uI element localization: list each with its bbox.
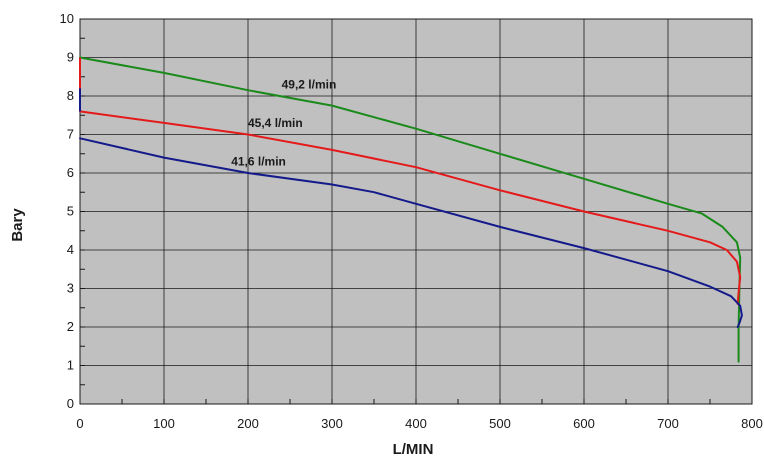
y-tick-label: 8 xyxy=(67,88,74,103)
series-line xyxy=(79,110,742,305)
y-axis-title: Bary xyxy=(9,208,26,242)
y-tick-label: 10 xyxy=(60,11,74,26)
x-tick-label: 700 xyxy=(657,416,679,431)
x-tick-label: 800 xyxy=(741,416,763,431)
x-tick-label: 600 xyxy=(573,416,595,431)
y-tick-label: 1 xyxy=(67,358,74,373)
series-label: 41,6 l/min xyxy=(231,154,286,168)
x-axis-title: L/MIN xyxy=(393,441,434,458)
x-tick-label: 200 xyxy=(237,416,259,431)
y-tick-label: 2 xyxy=(67,319,74,334)
y-axis-ticks: 0 1 2 3 4 5 6 7 8 9 10 xyxy=(60,11,74,411)
x-tick-label: 100 xyxy=(153,416,175,431)
x-axis-ticks: 0 100 200 300 400 500 600 700 800 xyxy=(76,416,762,431)
y-tick-label: 6 xyxy=(67,165,74,180)
y-tick-label: 0 xyxy=(67,396,74,411)
series-label: 49,2 l/min xyxy=(282,77,337,91)
y-tick-label: 5 xyxy=(67,204,74,219)
x-tick-label: 500 xyxy=(489,416,511,431)
y-tick-label: 4 xyxy=(67,242,74,257)
series-lines xyxy=(79,56,743,363)
series-label: 45,4 l/min xyxy=(248,116,303,130)
x-tick-label: 300 xyxy=(321,416,343,431)
y-tick-label: 3 xyxy=(67,281,74,296)
x-tick-label: 0 xyxy=(76,416,83,431)
series-line xyxy=(79,137,743,328)
series-labels: 49,2 l/min 45,4 l/min 41,6 l/min xyxy=(231,77,336,168)
y-tick-label: 9 xyxy=(67,50,74,65)
y-tick-label: 7 xyxy=(67,127,74,142)
x-tick-label: 400 xyxy=(405,416,427,431)
